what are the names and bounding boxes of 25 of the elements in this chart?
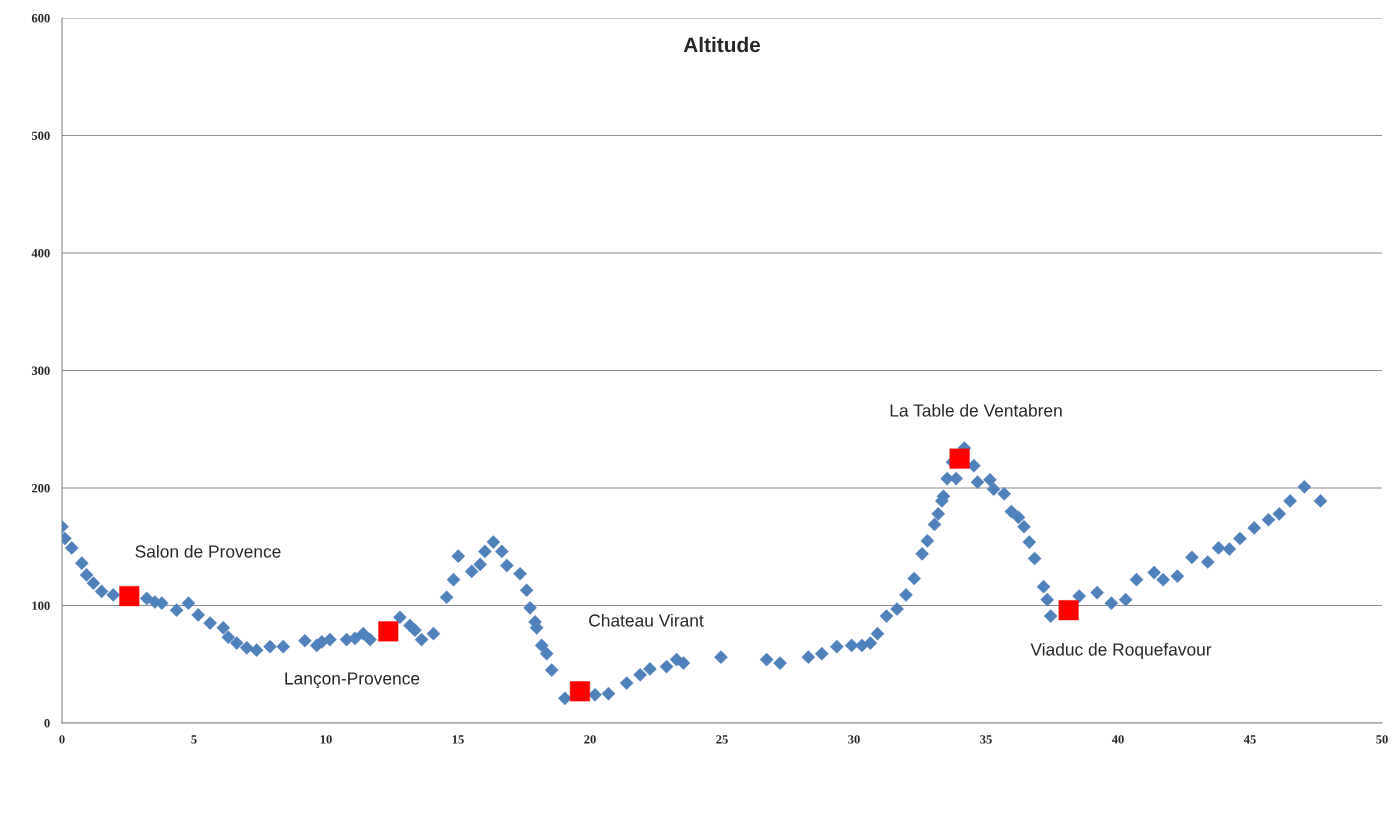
y-tick-label: 500 — [31, 131, 50, 140]
x-tick-label: 40 — [1111, 735, 1124, 744]
x-tick-label: 45 — [1243, 735, 1256, 744]
y-tick-label: 300 — [31, 366, 50, 375]
annotation: Chateau Virant — [589, 613, 704, 627]
y-tick-label: 0 — [44, 719, 50, 728]
x-tick-label: 30 — [848, 735, 860, 744]
x-tick-label: 35 — [980, 735, 992, 744]
x-tick-label: 5 — [191, 735, 197, 744]
y-tick-label: 200 — [31, 484, 50, 493]
y-tick-label: 600 — [31, 14, 50, 23]
text: Altitude — [683, 36, 761, 53]
x-tick-label: 20 — [584, 735, 596, 744]
annotation: Lançon-Provence — [285, 672, 420, 689]
annotation: Salon de Provence — [135, 544, 281, 558]
x-tick-label: 25 — [716, 735, 728, 744]
annotation: La Table de Ventabren — [890, 403, 1062, 417]
annotation: Viaduc de Roquefavour — [1030, 642, 1212, 660]
point — [119, 586, 140, 607]
x-tick-label: 50 — [1376, 735, 1388, 744]
y-tick-label: 400 — [31, 249, 50, 258]
x-tick-label: 0 — [59, 735, 65, 744]
x-tick-label: 10 — [320, 735, 332, 744]
x-tick-label: 15 — [452, 735, 464, 744]
y-tick-label: 100 — [32, 601, 50, 610]
